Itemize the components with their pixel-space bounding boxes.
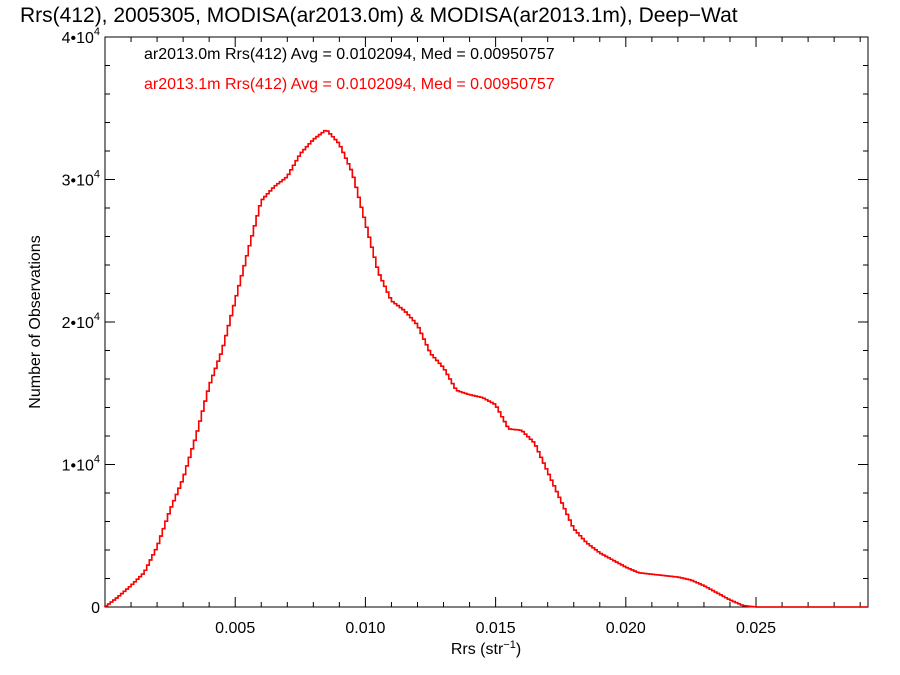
chart-title: Rrs(412), 2005305, MODISA(ar2013.0m) & M…	[20, 4, 738, 27]
series-layer	[104, 129, 868, 608]
series-line-ar2013-0m	[104, 130, 868, 608]
x-tick-label: 0.025	[736, 620, 776, 637]
y-axis-tick-labels: 0 1•104 2•104 3•104 4•104	[62, 26, 101, 617]
x-axis-label-close: )	[516, 641, 521, 658]
x-tick-label: 0.010	[345, 620, 385, 637]
x-axis-ticks	[130, 37, 861, 607]
plot-frame	[104, 36, 869, 608]
series-line-ar2013-1m	[104, 129, 868, 608]
x-axis-label-main: Rrs (str	[451, 641, 504, 658]
x-tick-label: 0.005	[215, 620, 255, 637]
y-axis-ticks	[105, 36, 868, 608]
y-tick-label: 2•104	[62, 311, 100, 332]
y-tick-label: 0	[91, 600, 100, 617]
x-tick-label: 0.015	[476, 620, 516, 637]
x-axis-label: Rrs (str−1)	[451, 639, 521, 658]
x-tick-label: 0.020	[606, 620, 646, 637]
y-tick-label: 4•104	[62, 26, 100, 47]
legend-entry-ar2013-1m: ar2013.1m Rrs(412) Avg = 0.0102094, Med …	[144, 76, 555, 93]
x-axis-tick-labels: 0.005 0.010 0.015 0.020 0.025	[215, 620, 776, 637]
x-axis-label-superscript: −1	[503, 639, 516, 651]
y-tick-label: 1•104	[62, 454, 100, 475]
legend-entry-ar2013-0m: ar2013.0m Rrs(412) Avg = 0.0102094, Med …	[144, 46, 555, 63]
legend: ar2013.0m Rrs(412) Avg = 0.0102094, Med …	[144, 46, 555, 93]
y-tick-label: 3•104	[62, 169, 100, 190]
y-axis-label: Number of Observations	[27, 235, 44, 408]
